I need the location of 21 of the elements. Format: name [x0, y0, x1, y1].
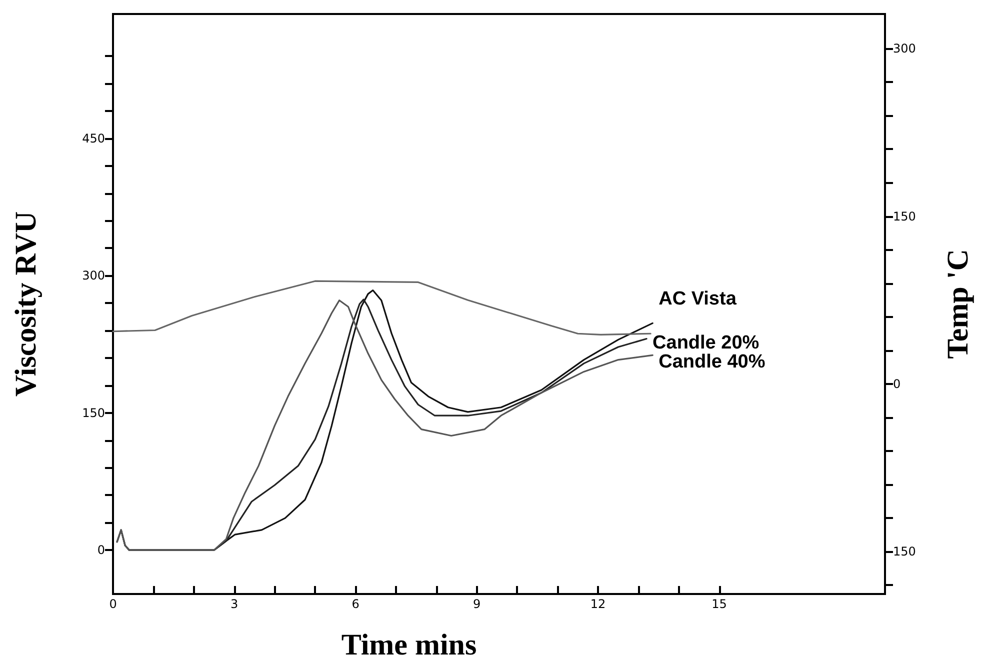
y-tick-label: 300 [82, 268, 105, 283]
series-label: AC Vista [658, 288, 737, 310]
x-tick-label: 6 [352, 597, 360, 611]
x-tick-label: 15 [712, 597, 727, 611]
x-tick-label: 9 [472, 597, 481, 611]
series-label: Candle 20% [652, 332, 760, 354]
y-tick-label: 150 [82, 406, 105, 420]
y2-tick-label: 0 [893, 376, 901, 391]
x-tick-label: 0 [109, 597, 117, 611]
line-series [112, 280, 652, 336]
x-axis-title: Time mins [341, 628, 477, 662]
y2-tick-label: 150 [893, 544, 916, 559]
y-axis-title: Viscosity RVU [10, 211, 42, 397]
x-tick-label: 12 [590, 597, 606, 611]
x-tick-label: 3 [230, 597, 238, 611]
y2-axis-title: Temp 'C [942, 249, 974, 359]
y-tick-label: 450 [82, 131, 105, 146]
y2-tick-label: 300 [893, 42, 916, 56]
y2-tick-label: 150 [893, 209, 916, 224]
y-tick-label: 0 [97, 543, 105, 558]
series-label: Candle 40% [658, 351, 766, 372]
